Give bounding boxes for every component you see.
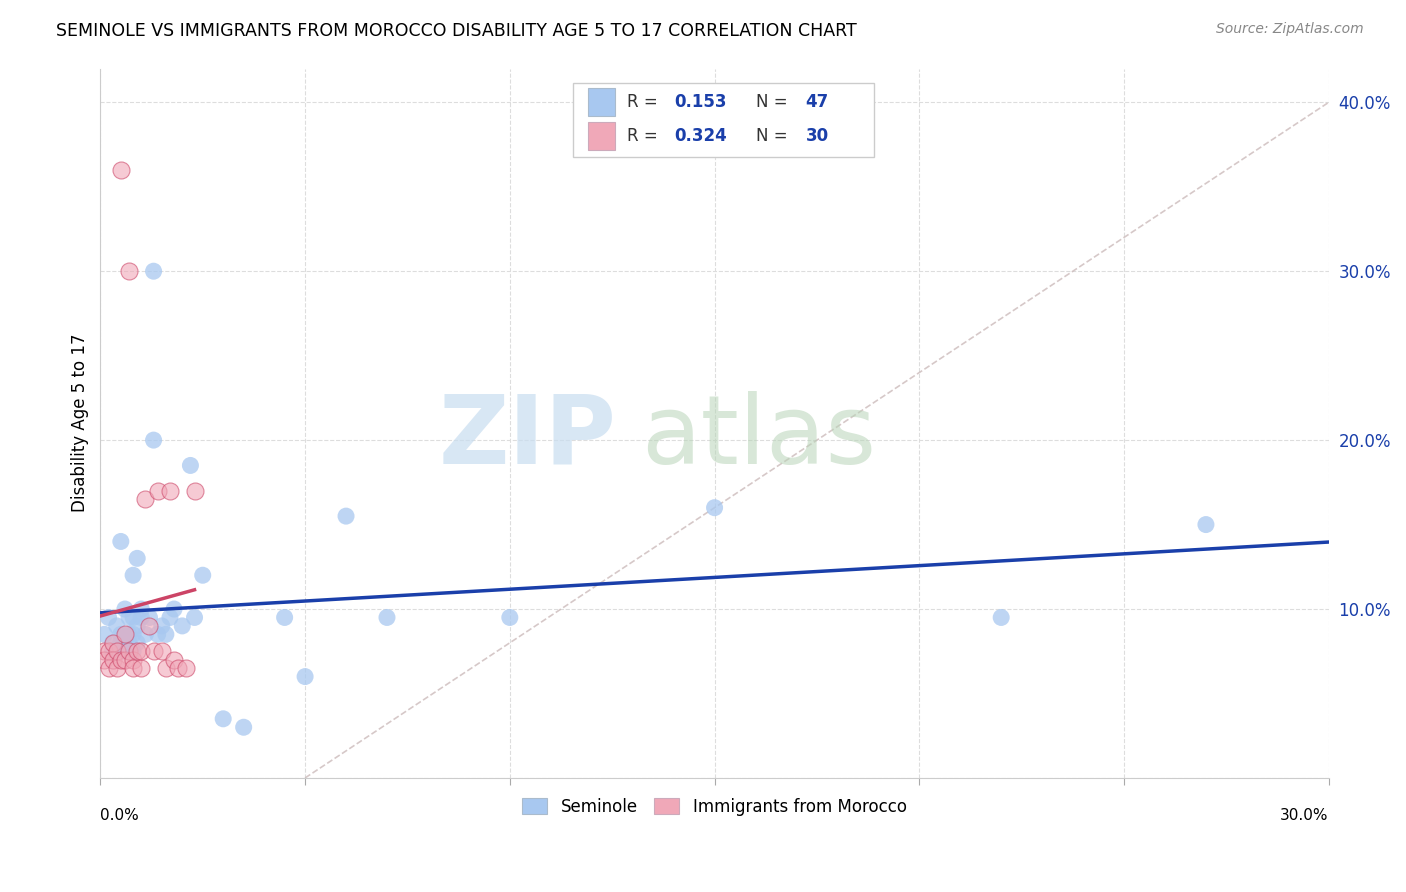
Point [142,433,165,447]
Point [146,483,169,498]
Point [499,610,522,624]
Point [335,509,357,524]
Point [167,661,190,675]
Text: atlas: atlas [641,391,876,484]
Point [118,264,141,278]
Point [101,636,124,650]
Point [134,492,156,507]
Text: Source: ZipAtlas.com: Source: ZipAtlas.com [1216,22,1364,37]
Point [114,627,136,641]
Point [118,644,141,658]
Point [179,458,201,473]
Point [122,627,145,641]
Point [118,627,141,641]
Text: R =: R = [627,127,664,145]
Point [122,610,145,624]
Point [138,619,160,633]
Point [183,610,205,624]
Point [142,644,165,658]
Text: 0.0%: 0.0% [100,808,139,823]
Point [294,669,316,683]
Point [105,644,128,658]
Point [114,627,136,641]
Point [212,712,235,726]
Text: 0.324: 0.324 [673,127,727,145]
Text: 30.0%: 30.0% [1281,808,1329,823]
Point [155,661,177,675]
Point [703,500,725,515]
Point [93,653,115,667]
Point [110,653,132,667]
Point [127,619,149,633]
Legend: Seminole, Immigrants from Morocco: Seminole, Immigrants from Morocco [516,791,914,822]
Text: 0.153: 0.153 [673,93,727,111]
Point [176,661,198,675]
Point [93,644,115,658]
FancyBboxPatch shape [588,87,614,116]
Text: SEMINOLE VS IMMIGRANTS FROM MOROCCO DISABILITY AGE 5 TO 17 CORRELATION CHART: SEMINOLE VS IMMIGRANTS FROM MOROCCO DISA… [56,22,858,40]
Point [93,627,115,641]
Point [118,644,141,658]
Text: ZIP: ZIP [439,391,616,484]
Point [129,661,152,675]
Point [105,661,128,675]
Point [101,636,124,650]
Point [101,653,124,667]
Point [127,636,149,650]
Text: N =: N = [756,93,793,111]
Point [990,610,1012,624]
FancyBboxPatch shape [574,83,875,157]
Point [122,568,145,582]
Point [97,610,120,624]
Point [273,610,295,624]
Point [163,602,186,616]
Point [375,610,398,624]
Text: N =: N = [756,127,793,145]
Text: 47: 47 [806,93,828,111]
Point [129,602,152,616]
Point [183,483,205,498]
Point [191,568,214,582]
Point [163,653,186,667]
Text: 30: 30 [806,127,828,145]
Point [97,644,120,658]
Point [122,661,145,675]
FancyBboxPatch shape [588,121,614,150]
Point [129,644,152,658]
Point [232,720,254,734]
Y-axis label: Disability Age 5 to 17: Disability Age 5 to 17 [72,334,89,513]
Point [118,636,141,650]
Point [155,627,177,641]
Point [127,551,149,566]
Point [1195,517,1218,532]
Point [150,619,173,633]
Point [114,653,136,667]
Point [142,264,165,278]
Point [159,483,181,498]
Point [172,619,194,633]
Point [110,636,132,650]
Point [110,627,132,641]
Point [105,619,128,633]
Point [110,162,132,177]
Point [122,644,145,658]
Point [138,610,160,624]
Text: R =: R = [627,93,664,111]
Point [110,534,132,549]
Point [101,644,124,658]
Point [122,653,145,667]
Point [118,610,141,624]
Point [134,627,156,641]
Point [114,602,136,616]
Point [146,627,169,641]
Point [129,610,152,624]
Point [127,644,149,658]
Point [114,644,136,658]
Point [150,644,173,658]
Point [97,661,120,675]
Point [159,610,181,624]
